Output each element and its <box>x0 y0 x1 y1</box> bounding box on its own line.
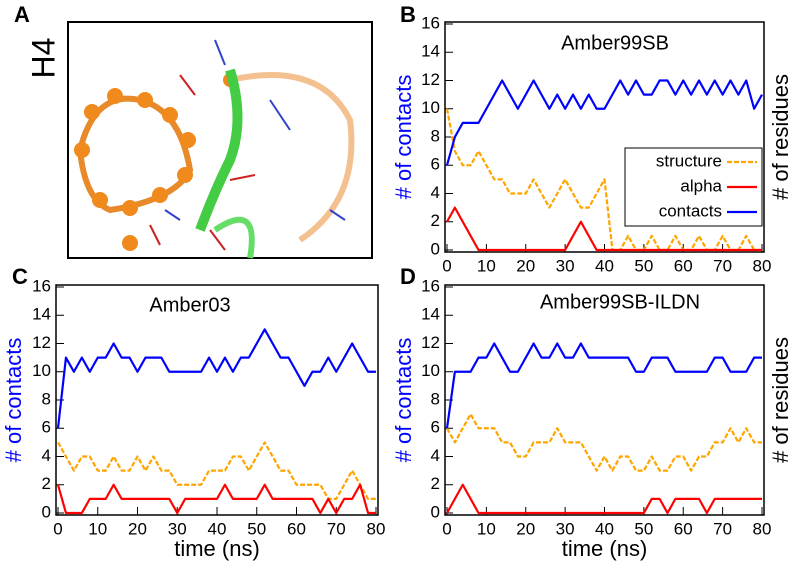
data-line <box>56 328 376 429</box>
x-tick-label: 50 <box>247 519 266 538</box>
x-tick-label: 0 <box>442 256 451 275</box>
data-line <box>446 413 762 472</box>
x-tick-label: 30 <box>556 519 575 538</box>
x-tick-label: 0 <box>442 519 451 538</box>
data-line <box>446 483 762 515</box>
y2-axis-label: # of residues <box>768 74 791 200</box>
y-axis-label: # of contacts <box>391 338 416 463</box>
y-tick-label: 0 <box>42 502 51 521</box>
y-tick-label: 4 <box>431 446 440 465</box>
legend-label: contacts <box>659 201 722 220</box>
panel-label: D <box>400 264 416 289</box>
data-line <box>446 206 762 252</box>
x-tick-label: 80 <box>753 519 772 538</box>
y-tick-label: 4 <box>431 183 440 202</box>
x-tick-label: 10 <box>477 256 496 275</box>
y-tick-label: 8 <box>431 126 440 145</box>
y-tick-label: 8 <box>42 389 51 408</box>
y-tick-label: 8 <box>431 389 440 408</box>
y-axis-label: # of contacts <box>1 338 26 463</box>
x-tick-label: 50 <box>634 519 653 538</box>
y2-axis-label: # of residues <box>768 337 791 463</box>
y-tick-label: 10 <box>421 98 440 117</box>
x-tick-label: 30 <box>556 256 575 275</box>
structure-image <box>67 21 373 259</box>
y-tick-label: 12 <box>421 70 440 89</box>
data-line <box>445 79 763 166</box>
x-axis-label: time (ns) <box>174 536 260 561</box>
y-tick-label: 2 <box>431 211 440 230</box>
x-tick-label: 70 <box>713 256 732 275</box>
y-tick-label: 14 <box>421 305 440 324</box>
chart-title: Amber99SB <box>561 32 669 54</box>
y-tick-label: 14 <box>32 305 51 324</box>
legend-label: structure <box>656 151 722 170</box>
y-tick-label: 6 <box>42 418 51 437</box>
y-tick-label: 10 <box>32 361 51 380</box>
x-tick-label: 40 <box>208 519 227 538</box>
panel-label: C <box>12 264 28 289</box>
x-tick-label: 20 <box>128 519 147 538</box>
x-tick-label: 20 <box>516 256 535 275</box>
plot-frame <box>444 284 765 516</box>
x-tick-label: 60 <box>287 519 306 538</box>
x-tick-label: 60 <box>674 519 693 538</box>
x-tick-label: 30 <box>168 519 187 538</box>
plot-frame <box>55 284 379 516</box>
chart-title: Amber03 <box>149 294 230 316</box>
x-tick-label: 10 <box>88 519 107 538</box>
x-axis-label: time (ns) <box>562 536 648 561</box>
y-tick-label: 12 <box>32 333 51 352</box>
y-tick-label: 0 <box>431 502 440 521</box>
panel-label: B <box>400 2 416 27</box>
x-tick-label: 40 <box>595 519 614 538</box>
data-line <box>445 342 762 429</box>
panel-a-text: H4 <box>25 38 61 79</box>
y-tick-label: 0 <box>431 239 440 258</box>
y-tick-label: 16 <box>421 13 440 32</box>
y-tick-label: 10 <box>421 361 440 380</box>
data-line <box>57 441 376 500</box>
x-tick-label: 10 <box>477 519 496 538</box>
x-tick-label: 20 <box>516 519 535 538</box>
x-tick-label: 70 <box>327 519 346 538</box>
x-tick-label: 0 <box>53 519 62 538</box>
x-tick-label: 70 <box>713 519 732 538</box>
y-tick-label: 12 <box>421 333 440 352</box>
y-axis-label: # of contacts <box>391 75 416 200</box>
y-tick-label: 2 <box>431 474 440 493</box>
y-tick-label: 16 <box>32 276 51 295</box>
chart-title: Amber99SB-ILDN <box>540 291 700 313</box>
legend-label: alpha <box>680 176 722 195</box>
y-tick-label: 6 <box>431 155 440 174</box>
y-tick-label: 4 <box>42 446 51 465</box>
x-tick-label: 80 <box>367 519 386 538</box>
panel-label: A <box>14 2 30 27</box>
x-tick-label: 50 <box>634 256 653 275</box>
y-tick-label: 14 <box>421 42 440 61</box>
y-tick-label: 2 <box>42 474 51 493</box>
data-line <box>56 483 376 515</box>
x-tick-label: 40 <box>595 256 614 275</box>
y-tick-label: 6 <box>431 418 440 437</box>
x-tick-label: 80 <box>753 256 772 275</box>
x-tick-label: 60 <box>674 256 693 275</box>
y-tick-label: 16 <box>421 276 440 295</box>
